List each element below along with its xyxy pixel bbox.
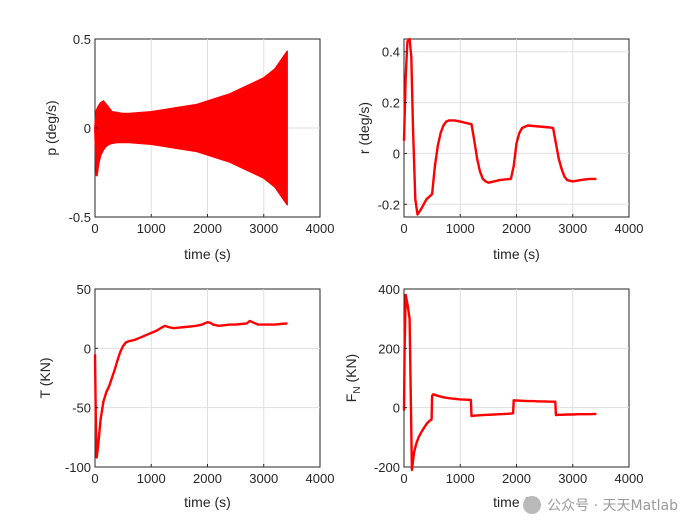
ylabel-fn: FN (KN) xyxy=(343,354,363,402)
xlabel-p: time (s) xyxy=(184,246,231,262)
tick-label-x: 0 xyxy=(91,221,98,236)
series-envelope-line xyxy=(94,127,289,206)
tick-label-y: 0 xyxy=(84,121,91,136)
tick-label-x: 2000 xyxy=(502,471,531,486)
ticks-p: 0 1000 2000 3000 4000-0.500.5 xyxy=(69,32,335,236)
ylabel-t: T (KN) xyxy=(37,358,53,399)
series-line xyxy=(402,37,597,216)
tick-label-x: 2000 xyxy=(502,221,531,236)
tick-label-x: 4000 xyxy=(306,221,335,236)
xlabel-r: time (s) xyxy=(493,246,540,262)
tick-label-y: -200 xyxy=(374,460,400,475)
tick-label-x: 0 xyxy=(91,471,98,486)
series-line xyxy=(93,319,288,459)
grid-r xyxy=(404,39,629,217)
tick-label-x: 2000 xyxy=(193,471,222,486)
ticks-r: 0 1000 2000 3000 4000-0.200.20.4 xyxy=(378,45,644,236)
tick-label-x: 0 xyxy=(400,471,407,486)
ylabel-fn-sub: N xyxy=(352,386,363,393)
tick-label-x: 1000 xyxy=(137,221,166,236)
tick-label-x: 3000 xyxy=(249,471,278,486)
tick-label-y: 0 xyxy=(84,341,91,356)
tick-label-x: 4000 xyxy=(615,221,644,236)
tick-label-y: -0.2 xyxy=(378,197,400,212)
ylabel-r: r (deg/s) xyxy=(356,102,372,154)
ticks-t: 0 1000 2000 3000 4000 -100 -50 0 50 xyxy=(65,282,334,486)
watermark-text: 公众号 · 天天Matlab xyxy=(547,498,678,514)
tick-label-y: 0.5 xyxy=(73,32,91,47)
series-envelope-line xyxy=(94,50,289,129)
series-t xyxy=(93,319,288,459)
tick-label-x: 1000 xyxy=(446,221,475,236)
wechat-icon xyxy=(523,496,542,514)
tick-label-y: 0.2 xyxy=(382,96,400,111)
tick-label-y: 0 xyxy=(393,146,400,161)
tick-label-x: 3000 xyxy=(558,221,587,236)
panel-p: 0 1000 2000 3000 4000-0.500.5 time (s) p (de… xyxy=(43,32,334,262)
ylabel-fn-unit: (KN) xyxy=(343,354,359,387)
ylabel-p: p (deg/s) xyxy=(43,100,59,155)
series-p xyxy=(94,49,289,207)
panel-t: 0 1000 2000 3000 4000 -100 -50 0 50 time (s) T (… xyxy=(37,282,334,510)
tick-label-x: 1000 xyxy=(446,471,475,486)
tick-label-x: 1000 xyxy=(137,471,166,486)
grid-fn xyxy=(404,289,629,467)
tick-label-x: 4000 xyxy=(306,471,335,486)
tick-label-y: -50 xyxy=(72,401,91,416)
tick-label-x: 3000 xyxy=(249,221,278,236)
tick-label-y: -0.5 xyxy=(69,210,91,225)
tick-label-y: 400 xyxy=(378,282,400,297)
tick-label-x: 3000 xyxy=(558,471,587,486)
watermark: 公众号 · 天天Matlab xyxy=(523,495,678,515)
tick-label-y: -100 xyxy=(65,460,91,475)
ylabel-fn-main: F xyxy=(343,394,359,403)
tick-label-x: 2000 xyxy=(193,221,222,236)
tick-label-x: 4000 xyxy=(615,471,644,486)
tick-label-y: 50 xyxy=(77,282,91,297)
tick-label-x: 0 xyxy=(400,221,407,236)
tick-label-y: 0.4 xyxy=(382,45,400,60)
tick-label-y: 0 xyxy=(393,401,400,416)
grid-t xyxy=(95,289,320,467)
xlabel-t: time (s) xyxy=(184,494,231,510)
panel-r: 0 1000 2000 3000 4000-0.200.20.4 time (s) r … xyxy=(356,37,644,262)
series-r xyxy=(402,37,597,216)
series-line xyxy=(402,293,597,472)
tick-label-y: 200 xyxy=(378,341,400,356)
series-fn xyxy=(402,293,597,472)
